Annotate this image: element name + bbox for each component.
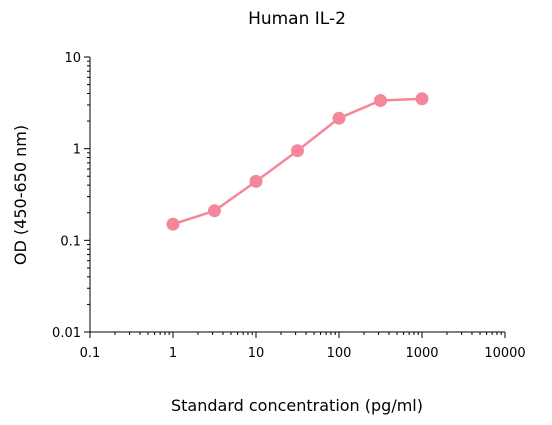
y-tick-label: 0.1	[60, 234, 81, 249]
x-tick-label: 10000	[484, 346, 525, 361]
series-line	[172, 97, 423, 226]
x-tick-label: 1	[169, 346, 177, 361]
data-point	[290, 144, 304, 158]
y-axis: 0.01 0.1 1 10	[52, 51, 90, 341]
series-layer	[166, 92, 429, 231]
chart-title: Human IL-2	[248, 9, 346, 29]
data-point	[332, 111, 346, 125]
data-point	[415, 92, 429, 106]
data-point	[249, 174, 263, 188]
data-point	[373, 94, 387, 108]
y-tick-label: 0.01	[52, 326, 81, 341]
x-tick-label: 0.1	[80, 346, 101, 361]
x-tick-label: 1000	[405, 346, 438, 361]
x-axis-title: Standard concentration (pg/ml)	[171, 396, 423, 415]
x-axis: 0.1 1 10 100 1000 10000	[80, 332, 526, 361]
y-axis-title: OD (450-650 nm)	[11, 125, 30, 265]
x-tick-label: 10	[248, 346, 265, 361]
y-tick-label: 1	[73, 143, 81, 158]
y-tick-label: 10	[64, 51, 81, 66]
data-point	[166, 217, 180, 231]
x-tick-label: 100	[327, 346, 352, 361]
data-point	[207, 204, 221, 218]
